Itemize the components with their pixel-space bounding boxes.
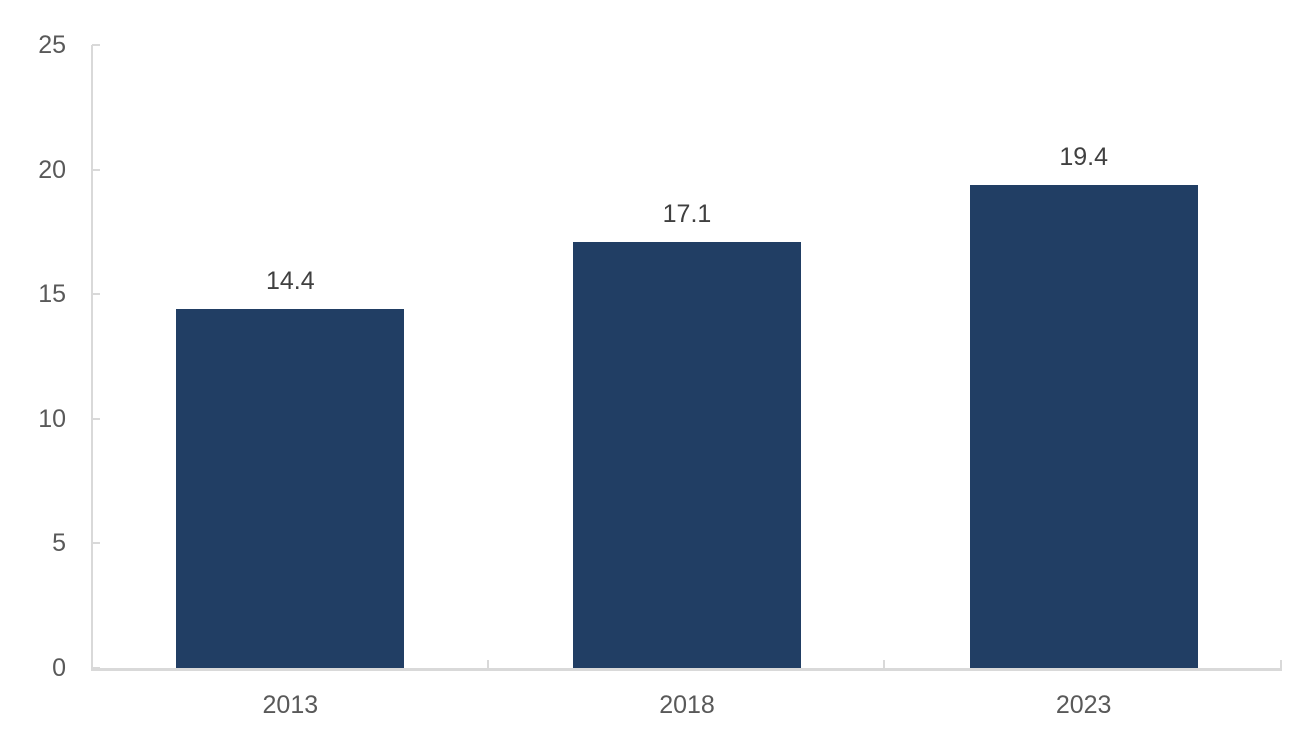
x-axis-category-label: 2023 [1055, 691, 1112, 719]
y-tick-mark [92, 542, 100, 545]
y-tick-mark [92, 44, 100, 46]
bar [969, 184, 1198, 668]
x-tick-mark [1280, 660, 1282, 668]
bar-value-label: 14.4 [265, 267, 315, 296]
y-axis-line [91, 45, 93, 669]
bar [573, 241, 801, 668]
y-tick-mark [92, 293, 100, 296]
bar-value-label: 19.4 [1059, 142, 1108, 171]
x-axis-category-label: 2013 [262, 691, 319, 719]
x-axis-category-label: 2018 [659, 691, 715, 719]
bar [176, 309, 405, 668]
x-tick-mark [486, 660, 489, 668]
y-tick-label: 10 [38, 404, 66, 433]
y-tick-mark [92, 168, 100, 171]
y-tick-mark [92, 667, 100, 669]
bar-value-label: 17.1 [662, 199, 712, 228]
y-tick-label: 25 [38, 31, 66, 59]
y-tick-label: 0 [52, 654, 66, 682]
y-tick-label: 5 [52, 529, 66, 558]
y-tick-label: 15 [38, 280, 66, 309]
x-axis-line [91, 668, 1282, 671]
y-tick-mark [92, 417, 100, 420]
x-tick-mark [883, 660, 886, 668]
y-tick-label: 20 [38, 155, 66, 184]
